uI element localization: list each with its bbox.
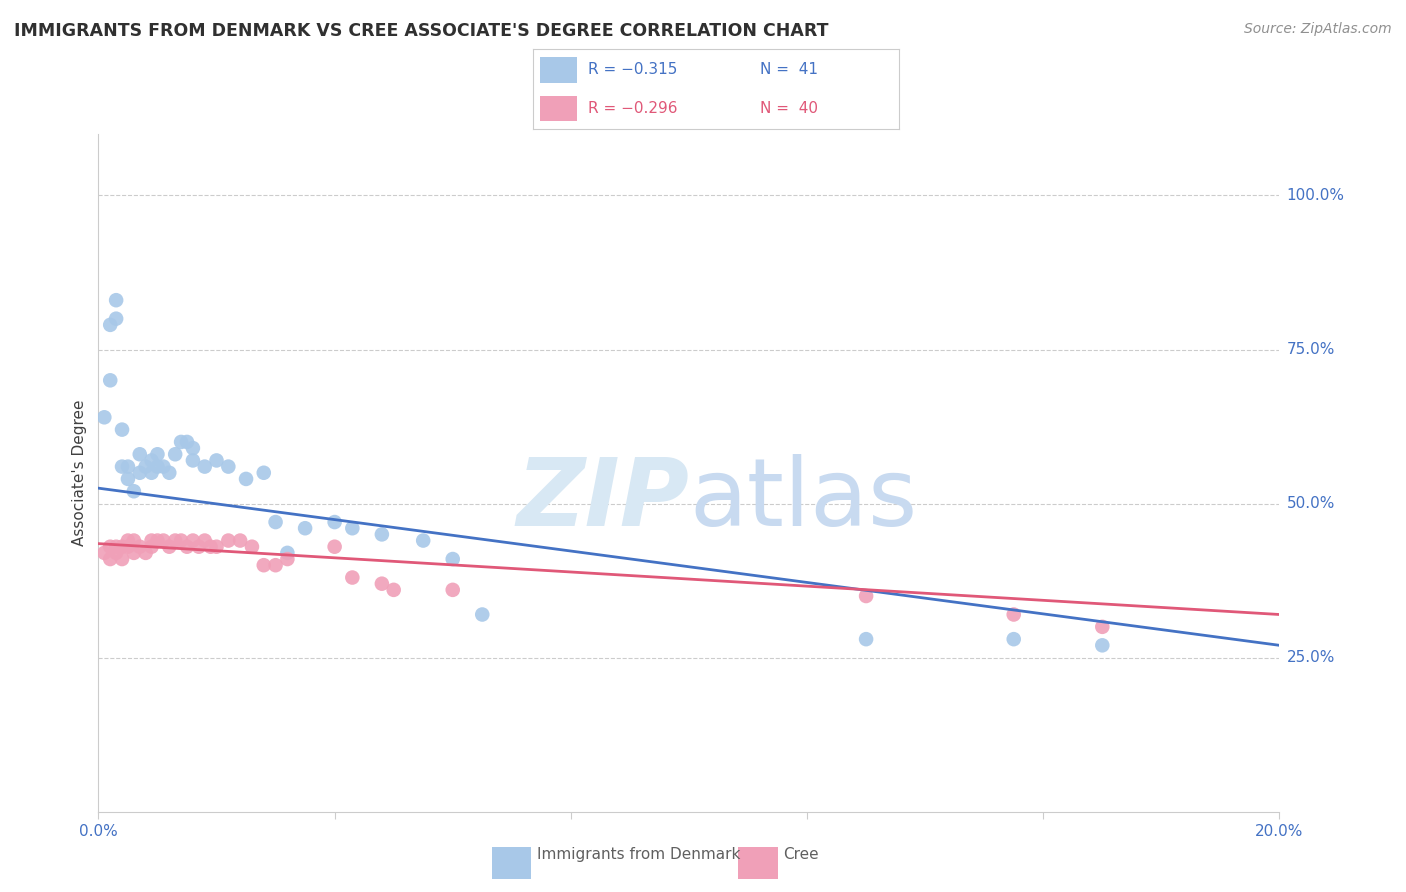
Text: ZIP: ZIP [516, 454, 689, 546]
Point [146, 447, 169, 461]
Point [253, 558, 276, 573]
Point [194, 533, 217, 548]
Point [157, 540, 180, 554]
Point [441, 552, 464, 566]
Point [98, 318, 121, 332]
Point [105, 546, 128, 560]
Text: 25.0%: 25.0% [1286, 650, 1334, 665]
Text: N =  40: N = 40 [759, 101, 818, 116]
Point [176, 434, 198, 449]
Point [205, 540, 228, 554]
Point [194, 459, 217, 474]
Point [98, 373, 121, 387]
Point [105, 540, 128, 554]
Point [264, 515, 287, 529]
Point [135, 546, 157, 560]
Point [371, 576, 394, 591]
Point [141, 540, 163, 554]
Point [441, 582, 464, 597]
Point [323, 540, 346, 554]
Point [1091, 638, 1114, 652]
Point [855, 632, 877, 647]
Point [181, 533, 204, 548]
Point [264, 558, 287, 573]
Point [342, 570, 364, 584]
Point [135, 459, 157, 474]
Point [371, 527, 394, 541]
Point [122, 533, 145, 548]
Point [170, 533, 193, 548]
Point [323, 515, 346, 529]
Point [117, 459, 139, 474]
Point [146, 459, 169, 474]
Point [1091, 620, 1114, 634]
Point [205, 453, 228, 467]
Text: Cree: Cree [783, 847, 818, 862]
Point [235, 472, 257, 486]
Text: N =  41: N = 41 [759, 62, 818, 78]
Point [98, 552, 121, 566]
Point [181, 453, 204, 467]
Point [128, 466, 150, 480]
Text: atlas: atlas [689, 454, 917, 546]
Point [141, 533, 163, 548]
Point [117, 472, 139, 486]
Point [122, 546, 145, 560]
Text: R = −0.296: R = −0.296 [588, 101, 678, 116]
Point [1002, 632, 1025, 647]
Text: IMMIGRANTS FROM DENMARK VS CREE ASSOCIATE'S DEGREE CORRELATION CHART: IMMIGRANTS FROM DENMARK VS CREE ASSOCIAT… [14, 22, 828, 40]
Point [294, 521, 316, 535]
Point [128, 540, 150, 554]
Bar [540, 57, 576, 83]
Text: Source: ZipAtlas.com: Source: ZipAtlas.com [1244, 22, 1392, 37]
Text: R = −0.315: R = −0.315 [588, 62, 678, 78]
Point [253, 466, 276, 480]
Point [111, 423, 134, 437]
Point [117, 540, 139, 554]
Point [276, 546, 298, 560]
Point [141, 453, 163, 467]
Point [152, 533, 174, 548]
Bar [540, 95, 576, 121]
Point [342, 521, 364, 535]
Text: 50.0%: 50.0% [1286, 496, 1334, 511]
Point [122, 484, 145, 499]
Point [128, 447, 150, 461]
Point [157, 466, 180, 480]
Point [146, 533, 169, 548]
Point [217, 459, 239, 474]
Text: 100.0%: 100.0% [1286, 188, 1344, 202]
Point [187, 540, 209, 554]
Point [111, 552, 134, 566]
Point [165, 533, 187, 548]
Text: Immigrants from Denmark: Immigrants from Denmark [537, 847, 741, 862]
Text: 75.0%: 75.0% [1286, 342, 1334, 357]
Point [200, 540, 222, 554]
Point [93, 410, 115, 425]
Point [111, 540, 134, 554]
Point [105, 311, 128, 326]
Point [471, 607, 494, 622]
Point [152, 459, 174, 474]
Point [93, 546, 115, 560]
Point [181, 441, 204, 455]
Point [141, 466, 163, 480]
Point [117, 533, 139, 548]
Point [217, 533, 239, 548]
Point [276, 552, 298, 566]
Point [165, 447, 187, 461]
Point [855, 589, 877, 603]
Point [105, 293, 128, 308]
Point [111, 459, 134, 474]
Point [170, 434, 193, 449]
Y-axis label: Associate's Degree: Associate's Degree [72, 400, 87, 546]
Point [240, 540, 263, 554]
Point [176, 540, 198, 554]
Point [229, 533, 252, 548]
Point [1002, 607, 1025, 622]
Point [98, 540, 121, 554]
Point [412, 533, 434, 548]
Point [382, 582, 405, 597]
